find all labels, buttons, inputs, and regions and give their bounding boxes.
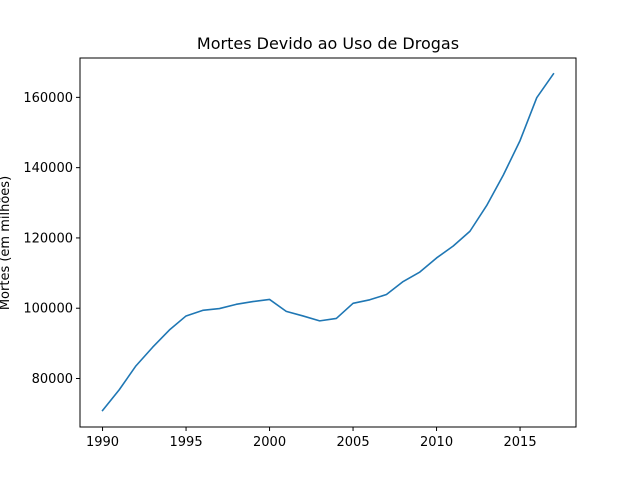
x-tick-label: 2000 <box>253 435 286 450</box>
x-tick-label: 1990 <box>86 435 119 450</box>
series-line <box>101 72 555 412</box>
x-tick-label: 1995 <box>170 435 203 450</box>
plot-area: 1990 1995 2000 2005 2010 2015 80000 100000 12000… <box>23 72 555 450</box>
x-tick-label: 2015 <box>504 435 537 450</box>
y-tick-label: 100000 <box>23 302 73 317</box>
x-tick-label: 2005 <box>337 435 370 450</box>
y-tick-label: 80000 <box>32 372 73 387</box>
y-tick-label: 160000 <box>23 91 73 106</box>
y-axis-label: Mortes (em milhões) <box>0 176 13 310</box>
y-tick-label: 140000 <box>23 161 73 176</box>
plot-frame <box>79 57 577 428</box>
chart-title: Mortes Devido ao Uso de Drogas <box>197 34 459 53</box>
x-tick-label: 2010 <box>420 435 453 450</box>
y-tick-label: 120000 <box>23 231 73 246</box>
